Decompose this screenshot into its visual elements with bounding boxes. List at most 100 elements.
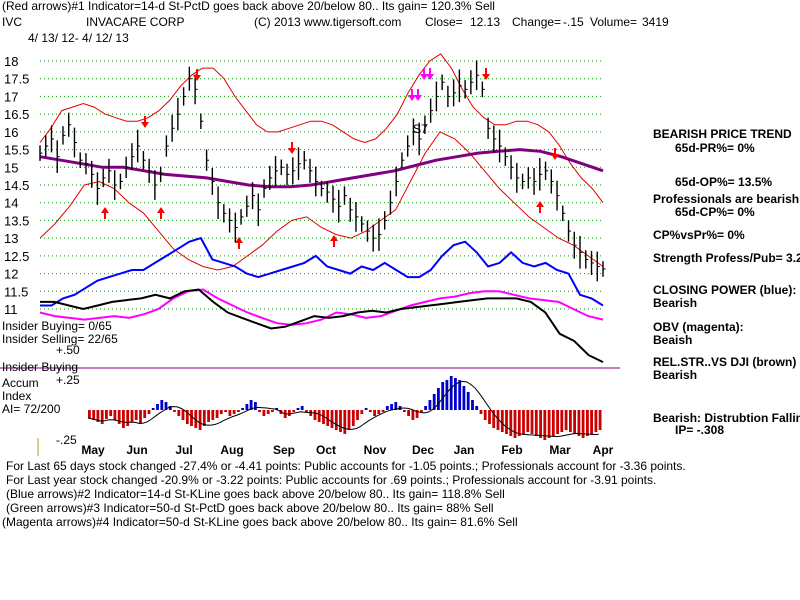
accum-bar xyxy=(177,410,181,416)
accum-bar xyxy=(411,410,415,420)
accum-bar xyxy=(466,392,470,410)
accum-bar xyxy=(368,410,372,412)
accum-bar xyxy=(445,380,449,410)
accum-bar xyxy=(458,380,462,410)
accum-bar xyxy=(266,410,270,414)
month-label: May xyxy=(81,443,105,457)
accum-bar xyxy=(228,410,232,416)
accum-bar xyxy=(364,408,368,410)
pr-value: 65d-PR%= 0% xyxy=(675,141,755,155)
accum-bar xyxy=(500,410,504,432)
close-value: 12.13 xyxy=(470,15,501,29)
y-tick-label: 13.5 xyxy=(4,213,29,228)
accum-bar xyxy=(296,408,300,410)
month-label: Oct xyxy=(316,443,336,457)
accum-bar xyxy=(513,410,517,438)
accum-bar xyxy=(185,410,189,424)
sell-arrow xyxy=(141,116,149,128)
accum-bar xyxy=(449,376,453,410)
volume-label: Volume= xyxy=(590,15,638,29)
accum-bar xyxy=(207,410,210,422)
accumulation-index-histogram xyxy=(87,376,602,440)
month-label: Jan xyxy=(454,443,475,457)
accum-bar xyxy=(194,410,198,428)
accum-bar xyxy=(517,410,521,436)
accum-bar xyxy=(351,410,355,426)
footer-line-3: (Blue arrows)#2 Indicator=14-d St-KLine … xyxy=(6,487,505,501)
accum-bar xyxy=(560,410,564,432)
footer-line-2: For Last year stock changed -20.9% or -3… xyxy=(6,473,657,487)
accum-bar xyxy=(360,410,364,414)
closing-power-value: Bearish xyxy=(653,296,698,310)
accum-bar xyxy=(117,410,121,424)
copyright: (C) 2013 www.tigersoft.com xyxy=(254,15,402,29)
sell-arrow xyxy=(414,89,422,101)
relstr-value: Bearish xyxy=(653,368,698,382)
accum-bar xyxy=(534,410,538,436)
accum-bar xyxy=(356,410,359,420)
accum-bar xyxy=(113,410,117,420)
accum-bar xyxy=(462,386,466,410)
accum-bar xyxy=(403,410,406,412)
accum-bar xyxy=(373,410,376,416)
accum-bar xyxy=(190,410,193,426)
accum-bar xyxy=(539,410,542,438)
accum-bar xyxy=(126,410,130,426)
date-range: 4/ 13/ 12- 4/ 12/ 13 xyxy=(28,31,129,45)
accum-bar xyxy=(483,410,487,420)
month-label: Apr xyxy=(593,443,614,457)
accum-bar xyxy=(305,410,308,412)
accum-bar xyxy=(509,410,513,436)
lower-band-line xyxy=(39,131,604,271)
accum-bar xyxy=(385,406,389,410)
accum-bar xyxy=(441,382,445,410)
accum-bar xyxy=(330,410,334,428)
y-tick-label: 14.5 xyxy=(4,178,29,193)
accum-bar xyxy=(347,410,351,430)
accum-bar xyxy=(237,410,240,412)
ai-label: AI= 72/200 xyxy=(2,402,61,416)
accum-bar xyxy=(390,404,393,410)
buy-arrow xyxy=(157,207,165,219)
y-tick-label: 14 xyxy=(4,196,18,211)
y-tick-label: 17.5 xyxy=(4,72,29,87)
accum-bar xyxy=(343,410,347,434)
change-value: -.15 xyxy=(563,15,584,29)
y-tick-label: 15 xyxy=(4,160,18,175)
series-lines xyxy=(39,53,604,363)
sell-arrow xyxy=(408,89,416,101)
y-axis-labels: 18 17.5 17 16.5 16 15.5 15 14.5 14 13.5 13 12.5 12 11… xyxy=(4,54,29,317)
accum-bar xyxy=(254,402,257,410)
footer-line-4: (Green arrows)#3 Indicator=50-d St-PctD … xyxy=(6,501,494,515)
month-labels: May Jun Jul Aug Sep Oct Nov Dec Jan Feb Mar Apr xyxy=(81,443,613,457)
accum-bar xyxy=(156,404,159,410)
month-label: Jun xyxy=(126,443,147,457)
accum-bar xyxy=(496,410,500,430)
accum-bar xyxy=(526,410,530,432)
insider-buying-label: Insider Buying xyxy=(2,360,79,374)
accum-bar xyxy=(530,410,534,434)
accum-bar xyxy=(428,400,432,410)
accum-bar xyxy=(420,410,423,412)
signal-arrows xyxy=(101,68,559,249)
buy-arrow xyxy=(536,201,544,213)
accum-moving-average xyxy=(87,380,599,438)
accum-bar xyxy=(262,410,266,416)
accum-bar xyxy=(543,410,547,440)
buy-arrow xyxy=(330,235,338,247)
obv-line xyxy=(39,288,604,326)
sell-arrow xyxy=(551,148,559,160)
accum-bar xyxy=(551,410,555,436)
accum-bar xyxy=(168,406,172,410)
accum-bar xyxy=(586,410,589,436)
accum-bar xyxy=(173,410,176,412)
distribution-text: Bearish: Distrubtion Falling xyxy=(653,411,800,425)
accum-bar xyxy=(258,410,261,412)
indicator-1-line: (Red arrows)#1 Indicator=14-d St-PctD go… xyxy=(2,0,495,13)
s7-label: S7 xyxy=(413,122,428,136)
index-label: Index xyxy=(2,389,32,403)
sell-arrow xyxy=(482,68,490,80)
accum-bar xyxy=(415,410,419,418)
accum-bar xyxy=(134,410,138,420)
upper-band-line xyxy=(39,53,604,204)
